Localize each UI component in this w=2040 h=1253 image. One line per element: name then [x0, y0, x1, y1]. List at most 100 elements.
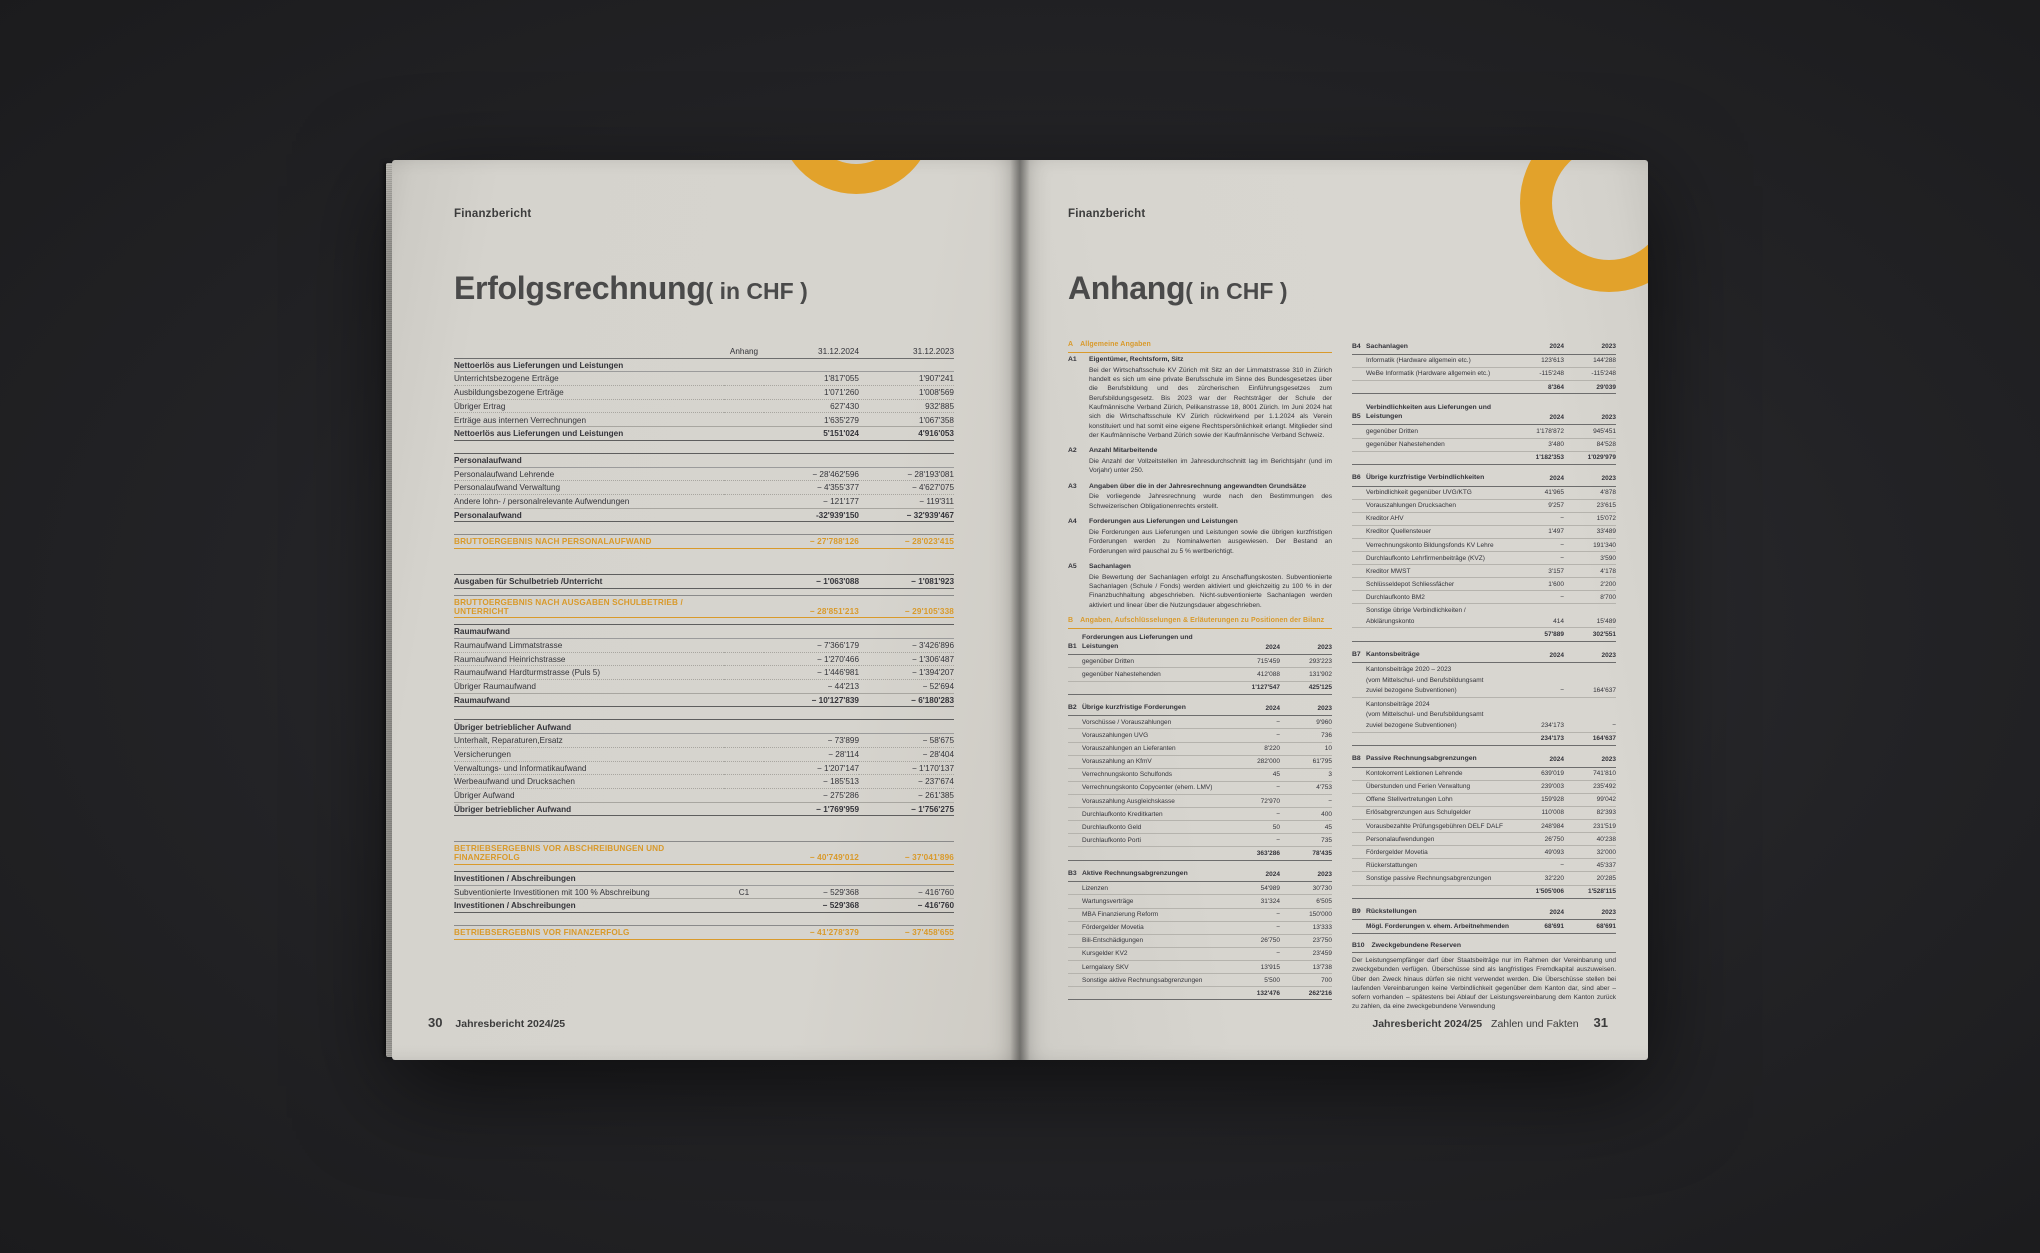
note-text-b10: Der Leistungsempfänger darf über Staatsb…	[1352, 957, 1616, 1011]
note-row-spacer	[1352, 615, 1366, 629]
note-row-value-2	[1564, 674, 1616, 685]
note-title: Forderungen aus Lieferungen und Leistung…	[1089, 518, 1238, 526]
note-sum-label	[1082, 986, 1228, 1001]
row-label: Verwaltungs- und Informatikaufwand	[454, 761, 724, 776]
table-row: Übriger betrieblicher Aufwand	[454, 719, 954, 735]
note-row-value-2: 40'238	[1564, 832, 1616, 847]
note-table: B8 Passive Rechnungsabgrenzungen 2024 2023 K…	[1352, 752, 1616, 899]
note-sum-value-2: 425'125	[1280, 680, 1332, 695]
table-row	[454, 522, 954, 535]
note-row-value-1: 1'497	[1512, 525, 1564, 539]
note-row-value-2: 23'615	[1564, 499, 1616, 513]
note-row-value-2: 400	[1280, 807, 1332, 822]
row-value-2023	[859, 624, 954, 639]
row-value-2024: − 529'368	[764, 885, 859, 900]
row-value-2024: 1'817'055	[764, 371, 859, 387]
note-row-label: Schlüsseldepot Schliessfächer	[1366, 577, 1512, 592]
note-row: Offene Stellvertretungen Lohn 159'928 99'0…	[1352, 793, 1616, 807]
note-row-value-1: 41'965	[1512, 486, 1564, 500]
note-row: Kantonsbeiträge 2020 – 2023	[1352, 663, 1616, 674]
note-row-label: Wartungsverträge	[1082, 894, 1228, 909]
note-row: Durchlaufkonto BM2−8'700	[1352, 590, 1616, 605]
table-row: BETRIEBSERGEBNIS VOR ABSCHREIBUNGEN UND …	[454, 841, 954, 865]
note-item: A5 Sachanlagen Die Bewertung der Sachanlag…	[1068, 562, 1332, 610]
title-text-right: Anhang	[1068, 270, 1186, 306]
note-row-spacer	[1068, 755, 1082, 769]
note-table-year-1: 2024	[1512, 471, 1564, 487]
note-row-value-1: -115'248	[1512, 367, 1564, 381]
note-table-b4: B4 Sachanlagen 2024 2023 Informatik (Hardwar…	[1352, 340, 1616, 395]
note-row-label: gegenüber Nahestehenden	[1366, 438, 1512, 452]
note-row: Sonstige aktive Rechnungsabgrenzungen 5'5…	[1068, 973, 1332, 988]
note-row: WeBe Informatik (Hardware allgemein etc.…	[1352, 367, 1616, 381]
row-label: Raumaufwand	[454, 692, 724, 708]
note-row: Rückerstattungen −45'337	[1352, 858, 1616, 873]
note-row-spacer	[1068, 742, 1082, 756]
note-row-label: WeBe Informatik (Hardware allgemein etc.…	[1366, 367, 1512, 381]
note-table-year-2: 2023	[1564, 648, 1616, 664]
note-row: (vom Mittelschul- und Berufsbildungsamt	[1352, 709, 1616, 720]
section-label-b: Angaben, Aufschlüsselungen & Erläuterung…	[1080, 616, 1325, 624]
page-title-right: Anhang( in CHF )	[1068, 270, 1288, 307]
row-ref	[724, 761, 764, 776]
note-row-label: Kursgelder KV2	[1082, 947, 1228, 961]
note-sum-spacer	[1352, 731, 1366, 746]
note-row-value-1: 1'178'872	[1512, 424, 1564, 439]
note-sum-spacer	[1352, 379, 1366, 395]
table-row	[454, 707, 954, 720]
note-single-spacer	[1352, 919, 1366, 934]
note-row-value-1: 31'324	[1228, 894, 1280, 909]
note-row-label: Fördergelder Movetia	[1082, 921, 1228, 935]
row-ref	[724, 719, 764, 735]
note-row: Durchlaufkonto Porti −735	[1068, 833, 1332, 848]
note-row: Informatik (Hardware allgemein etc.) 123'…	[1352, 354, 1616, 368]
table-row: Werbeaufwand und Drucksachen − 185'513− 2…	[454, 774, 954, 789]
page-title-left: Erfolgsrechnung( in CHF )	[454, 270, 808, 307]
note-row-value-2: 13'333	[1280, 921, 1332, 935]
table-row	[454, 561, 954, 574]
note-row-value-2: −	[1280, 794, 1332, 809]
gutter-shadow-left	[1010, 160, 1020, 1060]
running-head-right: Finanzbericht	[1068, 208, 1146, 220]
note-row: Lizenzen 54'989 30'730	[1068, 881, 1332, 896]
row-ref	[724, 870, 764, 886]
row-ref	[724, 774, 764, 789]
row-value-2023: − 1'170'137	[859, 761, 954, 776]
note-table-header: B8 Passive Rechnungsabgrenzungen 2024 2023	[1352, 752, 1616, 768]
note-row-spacer	[1068, 934, 1082, 948]
note-row-spacer	[1068, 921, 1082, 935]
column-header-2023: 31.12.2023	[859, 345, 954, 359]
note-row-label: gegenüber Dritten	[1082, 654, 1228, 669]
note-sum-value-2: 1'029'979	[1564, 450, 1616, 465]
note-table-year-2: 2023	[1564, 905, 1616, 921]
table-header-row: Anhang 31.12.2024 31.12.2023	[454, 345, 954, 359]
note-row-spacer	[1352, 684, 1366, 698]
note-row-value-2: 131'902	[1280, 667, 1332, 682]
note-row-value-2: 231'519	[1564, 819, 1616, 834]
note-table-title: Verbindlichkeiten aus Lieferungen und Le…	[1366, 401, 1512, 426]
note-row-value-2: 235'492	[1564, 780, 1616, 794]
note-table-key: B8	[1352, 752, 1366, 768]
note-table-title: Sachanlagen	[1366, 340, 1512, 355]
row-ref	[724, 624, 764, 639]
row-ref	[724, 665, 764, 681]
row-label: Raumaufwand Hardturmstrasse (Puls 5)	[454, 665, 724, 681]
note-row: Vorauszahlung an KfmV 282'000 61'795	[1068, 755, 1332, 769]
row-value-2023: − 261'385	[859, 788, 954, 803]
note-row-spacer	[1352, 832, 1366, 847]
note-row: gegenüber Dritten 715'459 293'223	[1068, 654, 1332, 669]
note-row-value-1: 234'173	[1512, 719, 1564, 733]
note-row-value-2	[1564, 604, 1616, 615]
note-row-value-1	[1512, 663, 1564, 674]
note-row-value-2: 15'072	[1564, 512, 1616, 526]
note-row-value-2: 3	[1280, 768, 1332, 782]
note-row-label: Sonstige aktive Rechnungsabgrenzungen	[1082, 973, 1228, 988]
note-row-value-2: 150'000	[1280, 908, 1332, 922]
note-row-spacer	[1068, 728, 1082, 743]
note-key-b10: B10	[1352, 941, 1365, 949]
note-row-spacer	[1352, 780, 1366, 794]
note-row-spacer	[1068, 715, 1082, 730]
table-row	[454, 548, 954, 561]
note-sum-row: 1'182'353 1'029'979	[1352, 450, 1616, 465]
note-item: A3 Angaben über die in der Jahresrechnung…	[1068, 482, 1332, 511]
